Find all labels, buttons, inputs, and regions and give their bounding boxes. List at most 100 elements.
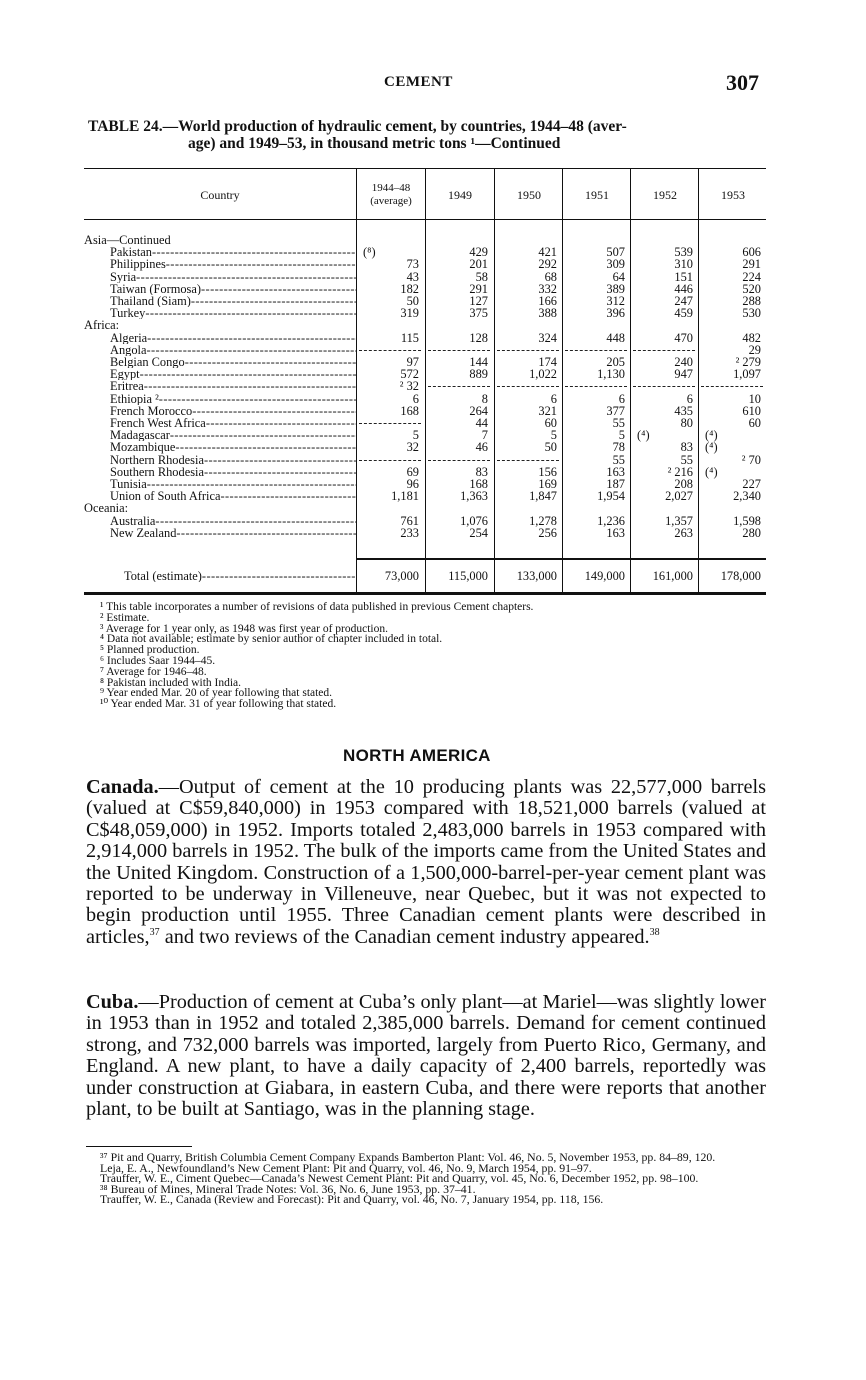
footnote-ref-38[interactable]: 38	[649, 927, 660, 939]
table-cell: 6	[618, 391, 625, 406]
table-cell: 292	[538, 257, 557, 272]
no-data-dash	[633, 349, 695, 351]
table-cell: 459	[674, 306, 693, 321]
row-label: Southern Rhodesia	[110, 466, 356, 478]
table-cell: 240	[674, 355, 693, 369]
footnote-37-trauffer: Trauffer, W. E., Ciment Quebec—Canada’s …	[100, 1171, 699, 1186]
table-row: Thailand (Siam) 50 127 166 312 247 288	[84, 294, 766, 308]
running-head: CEMENT	[384, 74, 453, 90]
table-cell: 429	[469, 245, 488, 260]
table-footnote: ¹ This table incorporates a number of re…	[100, 601, 534, 613]
no-data-dash	[428, 386, 490, 388]
table-cell: (⁴)	[705, 428, 718, 443]
table-cell: ² 279	[735, 355, 761, 369]
total-cell: 161,000	[652, 569, 693, 583]
table-cell: 291	[742, 257, 761, 272]
table-row: Southern Rhodesia 69 83 156 163 ² 216 (⁴)	[84, 464, 766, 479]
footnote-38: ³⁸ Bureau of Mines, Mineral Trade Notes:…	[100, 1181, 476, 1196]
table-total-row: Total (estimate) 73,000 115,000 133,000 149,…	[84, 558, 766, 583]
table-cell: 280	[742, 525, 761, 540]
table-cell: 263	[674, 525, 693, 540]
column-divider	[425, 168, 426, 592]
table-cell: 144	[469, 355, 488, 369]
table-row: Australia 761 1,076 1,278 1,236 1,357 1,598	[84, 513, 766, 528]
table-cell: (⁴)	[705, 464, 718, 479]
table-cell: 174	[538, 355, 557, 369]
cuba-text: —Production of cement at Cuba’s only pla…	[86, 991, 766, 1121]
table-cell: 312	[606, 294, 625, 308]
table-cell: 1,181	[391, 489, 419, 504]
table-cell: 5	[618, 428, 625, 443]
table-cell: 83	[680, 440, 693, 455]
canada-text-2: and two reviews of the Canadian cement i…	[159, 925, 650, 948]
table-row: French Morocco 168 264 321 377 435 610	[84, 403, 766, 418]
total-cell: 149,000	[584, 569, 625, 583]
table-cell: 169	[538, 477, 557, 491]
table-cell: 5	[412, 428, 419, 443]
no-data-dash	[565, 386, 627, 388]
table-row: Egypt 572 889 1,022 1,130 947 1,097	[84, 367, 766, 382]
total-cell: 178,000	[720, 569, 761, 583]
table-cell: 610	[742, 403, 761, 418]
footnote-ref-37[interactable]: 37	[149, 927, 160, 939]
table-footnote: ⁶ Includes Saar 1944–45.	[100, 654, 216, 667]
row-label: French Morocco	[110, 405, 356, 417]
table-cell: 201	[469, 257, 488, 272]
total-cell: 133,000	[516, 569, 557, 583]
table-cell: 6	[686, 391, 693, 406]
row-label: Taiwan (Formosa)	[110, 283, 356, 295]
table-row: Tunisia 96 168 169 187 208 227	[84, 477, 766, 491]
table-cell: 151	[674, 269, 693, 284]
table-cell: 43	[406, 269, 419, 284]
table-title-line-1: TABLE 24.—World production of hydraulic …	[88, 118, 627, 135]
table-cell: (⁴)	[637, 428, 650, 443]
table-bottom-rule	[84, 592, 766, 595]
table-title-line-2: age) and 1949–53, in thousand metric ton…	[188, 135, 561, 152]
table-cell: 310	[674, 257, 693, 272]
table-row: Union of South Africa 1,181 1,363 1,847 1,95…	[84, 489, 766, 504]
table-cell: 50	[406, 294, 419, 308]
table-cell: 187	[606, 477, 625, 491]
paragraph-canada: Canada.—Output of cement at the 10 produ…	[86, 776, 766, 948]
table-cell: 321	[538, 403, 557, 418]
table-cell: 291	[469, 281, 488, 296]
col-header-average: (average)	[370, 195, 412, 207]
col-header-1952: 1952	[653, 188, 677, 202]
no-data-dash	[497, 349, 559, 351]
table-row: Ethiopia ² 6 8 6 6 6 10	[84, 391, 766, 406]
row-label: Thailand (Siam)	[110, 295, 356, 307]
table-cell: 324	[538, 330, 557, 345]
row-label: Ethiopia ²	[110, 393, 356, 405]
table-cell: 97	[406, 355, 419, 369]
table-cell: 50	[544, 440, 557, 455]
table-footnote: ³ Average for 1 year only, as 1948 was f…	[100, 622, 388, 635]
row-label: Philippines	[110, 258, 356, 270]
column-divider	[698, 168, 699, 592]
total-label: Total (estimate)	[124, 570, 356, 582]
table-cell: 60	[544, 416, 557, 430]
table-cell: 388	[538, 306, 557, 321]
table-row: Algeria 115 128 324 448 470 482	[84, 330, 766, 345]
table-cell: 156	[538, 464, 557, 479]
table-cell: 1,357	[665, 513, 693, 528]
table-cell: 5	[550, 428, 557, 443]
no-data-dash	[359, 349, 421, 351]
table-footnote: ⁴ Data not available; estimate by senior…	[100, 633, 443, 646]
footnote-rule	[86, 1146, 192, 1147]
table-cell: 68	[544, 269, 557, 284]
row-label: Turkey	[110, 307, 356, 319]
table-cell: 507	[606, 245, 625, 260]
row-label: Mozambique	[110, 441, 356, 453]
table-cell: 166	[538, 294, 557, 308]
row-label: Madagascar	[110, 429, 356, 441]
table-cell: (⁴)	[705, 440, 718, 455]
section-heading: NORTH AMERICA	[343, 746, 491, 765]
table-cell: 73	[406, 257, 419, 272]
table-footnote: ⁵ Planned production.	[100, 644, 200, 657]
row-label: Egypt	[110, 368, 356, 380]
table-row: Mozambique 32 46 50 78 83 (⁴)	[84, 440, 766, 455]
table-cell: 83	[475, 464, 488, 479]
table-cell: 1,097	[733, 367, 761, 382]
table-cell: 264	[469, 403, 488, 418]
table-row: Pakistan (⁸) 429 421 507 539 606	[84, 245, 766, 260]
